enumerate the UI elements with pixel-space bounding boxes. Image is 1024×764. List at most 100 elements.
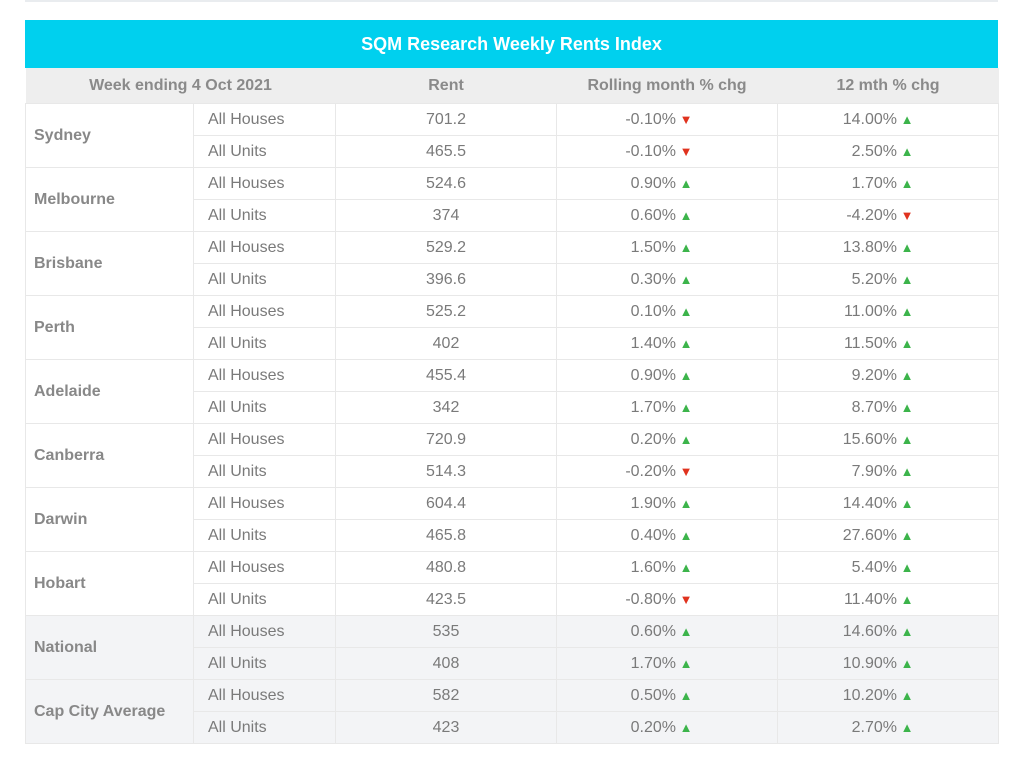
12-month-change-cell: 14.60% ▲ <box>777 615 1000 648</box>
header-rent: Rent <box>335 68 557 104</box>
rent-value: 408 <box>335 647 558 680</box>
city-name: National <box>25 615 194 680</box>
rolling-month-change-value: 0.20% <box>630 430 677 448</box>
arrow-up-icon: ▲ <box>679 239 693 255</box>
12-month-change-value: 1.70% <box>851 174 898 192</box>
rolling-month-change-value: 0.90% <box>630 174 677 192</box>
arrow-up-icon: ▲ <box>900 623 914 639</box>
arrow-up-icon: ▲ <box>900 271 914 287</box>
dwelling-type: All Houses <box>192 167 337 200</box>
header-12-month-change: 12 mth % chg <box>777 68 999 104</box>
arrow-up-icon: ▲ <box>900 399 914 415</box>
12-month-change-cell: 13.80% ▲ <box>777 231 1000 264</box>
table-row: Sydney All Houses 701.2 -0.10% ▼ 14.00% ▲ <box>25 103 1000 168</box>
rolling-month-change-cell: 0.40% ▲ <box>556 519 779 552</box>
rent-value: 342 <box>335 391 558 424</box>
rent-value: 529.2 <box>335 231 558 264</box>
rolling-month-change-value: 1.60% <box>630 558 677 576</box>
arrow-down-icon: ▼ <box>679 111 693 127</box>
top-divider <box>25 0 998 2</box>
rent-value: 514.3 <box>335 455 558 488</box>
12-month-change-cell: 5.40% ▲ <box>777 551 1000 584</box>
rolling-month-change-value: -0.10% <box>625 110 677 128</box>
12-month-change-value: 10.90% <box>842 654 898 672</box>
12-month-change-cell: 14.00% ▲ <box>777 103 1000 136</box>
arrow-up-icon: ▲ <box>900 591 914 607</box>
city-name: Perth <box>25 295 194 360</box>
arrow-up-icon: ▲ <box>679 495 693 511</box>
table-row: All Units 374 0.60% ▲ -4.20% ▼ <box>26 199 1000 232</box>
12-month-change-cell: 11.40% ▲ <box>777 583 1000 616</box>
arrow-up-icon: ▲ <box>679 303 693 319</box>
arrow-up-icon: ▲ <box>900 687 914 703</box>
dwelling-type: All Units <box>192 263 337 296</box>
12-month-change-cell: 8.70% ▲ <box>777 391 1000 424</box>
12-month-change-value: -4.20% <box>846 206 898 224</box>
arrow-up-icon: ▲ <box>679 367 693 383</box>
rolling-month-change-cell: 1.40% ▲ <box>556 327 779 360</box>
dwelling-type: All Units <box>192 327 337 360</box>
rent-value: 524.6 <box>335 167 558 200</box>
rolling-month-change-cell: -0.20% ▼ <box>556 455 779 488</box>
table-row: Canberra All Houses 720.9 0.20% ▲ 15.60% ▲ <box>25 423 1000 488</box>
arrow-up-icon: ▲ <box>900 111 914 127</box>
table-row: Cap City Average All Houses 582 0.50% ▲ 10.20… <box>25 679 1000 744</box>
rolling-month-change-cell: 0.50% ▲ <box>556 679 779 712</box>
table-row: Melbourne All Houses 524.6 0.90% ▲ 1.70% ▲ <box>25 167 1000 232</box>
rolling-month-change-value: 0.60% <box>630 206 677 224</box>
city-name: Sydney <box>25 103 194 168</box>
rent-value: 396.6 <box>335 263 558 296</box>
rent-value: 465.8 <box>335 519 558 552</box>
table-row: All Units 423.5 -0.80% ▼ 11.40% ▲ <box>26 583 1000 616</box>
rolling-month-change-cell: -0.80% ▼ <box>556 583 779 616</box>
dwelling-type: All Units <box>192 199 337 232</box>
arrow-down-icon: ▼ <box>679 143 693 159</box>
rent-value: 525.2 <box>335 295 558 328</box>
12-month-change-cell: 10.20% ▲ <box>777 679 1000 712</box>
city-name: Canberra <box>25 423 194 488</box>
rolling-month-change-cell: 1.70% ▲ <box>556 391 779 424</box>
dwelling-type: All Units <box>192 455 337 488</box>
12-month-change-value: 13.80% <box>842 238 898 256</box>
rent-value: 402 <box>335 327 558 360</box>
city-name: Melbourne <box>25 167 194 232</box>
rolling-month-change-value: -0.20% <box>625 462 677 480</box>
12-month-change-cell: 14.40% ▲ <box>777 487 1000 520</box>
12-month-change-value: 8.70% <box>851 398 898 416</box>
rolling-month-change-value: 0.50% <box>630 686 677 704</box>
table-row: Brisbane All Houses 529.2 1.50% ▲ 13.80% ▲ <box>25 231 1000 296</box>
12-month-change-value: 5.40% <box>851 558 898 576</box>
12-month-change-cell: 5.20% ▲ <box>777 263 1000 296</box>
arrow-up-icon: ▲ <box>900 559 914 575</box>
dwelling-type: All Units <box>192 711 337 744</box>
12-month-change-value: 2.50% <box>851 142 898 160</box>
rolling-month-change-cell: 0.20% ▲ <box>556 423 779 456</box>
rolling-month-change-value: 1.50% <box>630 238 677 256</box>
rolling-month-change-value: -0.10% <box>625 142 677 160</box>
12-month-change-value: 11.00% <box>843 302 898 320</box>
12-month-change-value: 11.40% <box>843 590 898 608</box>
12-month-change-value: 11.50% <box>843 334 898 352</box>
rent-value: 535 <box>335 615 558 648</box>
city-name: Adelaide <box>25 359 194 424</box>
rents-table: Week ending 4 Oct 2021 Rent Rolling mont… <box>25 68 1000 744</box>
dwelling-type: All Houses <box>192 487 337 520</box>
arrow-up-icon: ▲ <box>679 399 693 415</box>
rolling-month-change-value: 0.40% <box>630 526 677 544</box>
arrow-up-icon: ▲ <box>679 719 693 735</box>
rent-value: 455.4 <box>335 359 558 392</box>
arrow-up-icon: ▲ <box>900 303 914 319</box>
arrow-up-icon: ▲ <box>679 431 693 447</box>
arrow-up-icon: ▲ <box>900 719 914 735</box>
header-row: Week ending 4 Oct 2021 Rent Rolling mont… <box>25 68 999 104</box>
arrow-up-icon: ▲ <box>900 655 914 671</box>
12-month-change-cell: 11.00% ▲ <box>777 295 1000 328</box>
12-month-change-cell: 1.70% ▲ <box>777 167 1000 200</box>
table-row: Adelaide All Houses 455.4 0.90% ▲ 9.20% ▲ <box>25 359 1000 424</box>
12-month-change-value: 15.60% <box>842 430 898 448</box>
table-row: All Units 423 0.20% ▲ 2.70% ▲ <box>26 711 1000 744</box>
rolling-month-change-value: 0.90% <box>630 366 677 384</box>
dwelling-type: All Houses <box>192 231 337 264</box>
header-rolling-month-change: Rolling month % chg <box>556 68 778 104</box>
rolling-month-change-cell: 1.60% ▲ <box>556 551 779 584</box>
